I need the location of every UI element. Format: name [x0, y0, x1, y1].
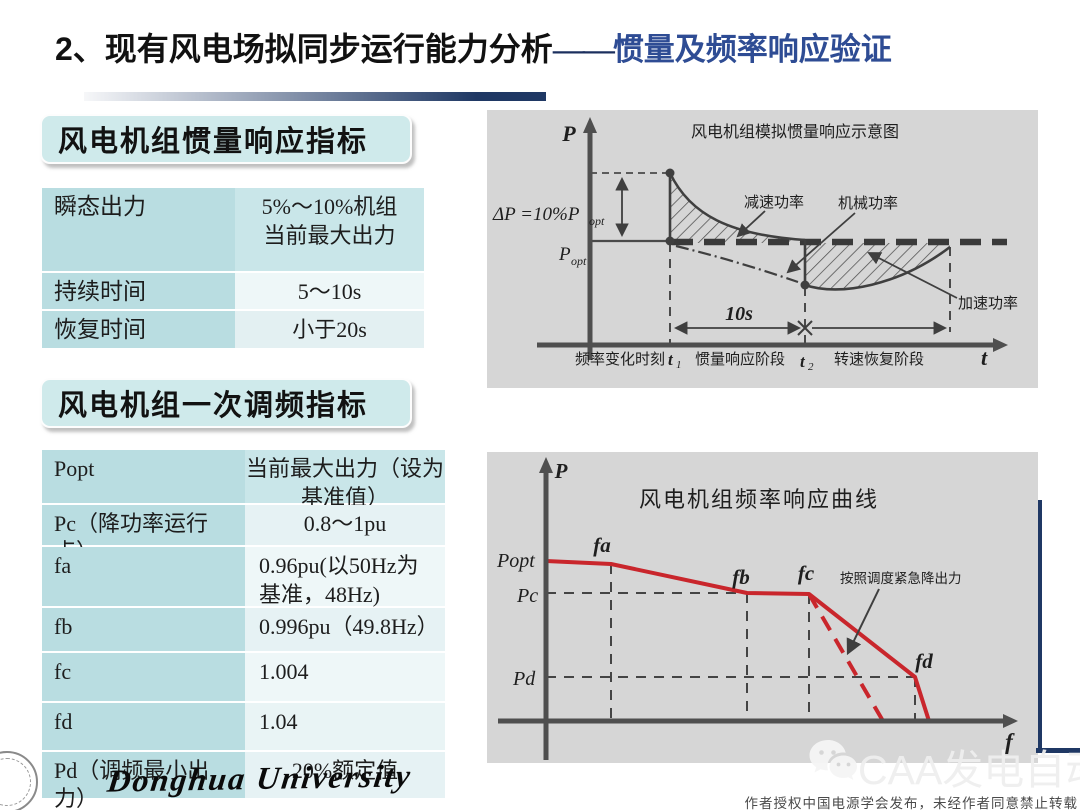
point-low-t2 [800, 280, 810, 290]
row-label: 恢复时间 [42, 311, 235, 348]
chart-title: 风电机组频率响应曲线 [639, 487, 879, 512]
inertia-diagram-panel: 风电机组模拟惯量响应示意图 P t ΔP =10%P opt P opt 减速功… [487, 110, 1038, 388]
row-label: 持续时间 [42, 273, 235, 309]
table-row: 恢复时间 小于20s [42, 311, 424, 348]
emergency-note-pointer [846, 588, 880, 656]
slide-title-dash: —— [552, 31, 615, 67]
table-row: fd 1.04 [42, 703, 445, 750]
fc-point-label: fc [798, 561, 815, 585]
row-value: 0.996pu（49.8Hz） [245, 608, 445, 651]
wechat-icon [808, 738, 860, 791]
frequency-curve-panel: 风电机组频率响应曲线 P f Popt Pc Pd fa fb fc fd 按照… [487, 452, 1038, 763]
row-label: Popt [42, 450, 245, 503]
x-axis-arrowhead [1003, 714, 1018, 728]
decel-power-pointer [736, 210, 766, 238]
decel-power-area [670, 173, 805, 243]
y-axis-arrowhead [583, 117, 597, 133]
row-value: 0.96pu(以50Hz为基准，48Hz) [245, 547, 445, 607]
mech-power-label: 机械功率 [838, 195, 898, 212]
table-row: Pd（调频最小出力） 20%额定值 [42, 752, 445, 810]
slide-title: 2、现有风电场拟同步运行能力分析——惯量及频率响应验证 [55, 24, 1065, 70]
title-underline-bar [84, 92, 546, 101]
pc-level-label: Pc [516, 585, 538, 607]
row-value: 1.04 [245, 703, 445, 750]
inertia-stage-label: 惯量响应阶段 [695, 350, 785, 368]
frequency-curve-chart: 风电机组频率响应曲线 P f Popt Pc Pd fa fb fc fd 按照… [496, 457, 1018, 760]
row-label: fc [42, 653, 245, 701]
frequency-response-curve [545, 559, 931, 722]
x-axis-arrowhead [993, 338, 1008, 352]
x-axis-label: t [981, 345, 988, 370]
accel-power-area [805, 243, 950, 290]
decel-power-label: 减速功率 [744, 194, 804, 211]
power-recovery-curve [804, 245, 951, 291]
x-axis-label: f [1005, 729, 1015, 754]
table-row: fa 0.96pu(以50Hz为基准，48Hz) [42, 547, 445, 607]
row-value: 20%额定值 [245, 752, 445, 798]
y-axis-label: P [561, 121, 576, 146]
t2-label: t [800, 352, 806, 371]
table-row: Pc（降功率运行点） 0.8～1pu [42, 505, 445, 564]
power-decay-curve [668, 172, 806, 242]
ten-seconds-label: 10s [725, 303, 753, 325]
y-axis-arrowhead [539, 457, 553, 473]
fa-point-label: fa [593, 533, 611, 557]
point-step-top [665, 168, 675, 178]
frequency-table: Popt 当前最大出力（设为基准值） Pc（降功率运行点） 0.8～1pu fa… [42, 450, 445, 810]
popt-level-label: Popt [496, 550, 535, 572]
row-value: 1.004 [245, 653, 445, 701]
copyright-notice: 作者授权中国电源学会发布，未经作者同意禁止转载 [744, 796, 1078, 810]
row-label: fd [42, 703, 245, 750]
emergency-reduction-dashed-curve [807, 592, 885, 723]
recovery-stage-label: 转速恢复阶段 [834, 350, 924, 368]
table-row: 持续时间 5～10s [42, 273, 424, 309]
inertia-table: 瞬态出力 5%～10%机组 当前最大出力 持续时间 5～10s 恢复时间 小于2… [42, 188, 424, 350]
slide-title-main: 2、现有风电场拟同步运行能力分析 [55, 31, 553, 67]
table-row: 瞬态出力 5%～10%机组 当前最大出力 [42, 188, 424, 271]
delta-p-label: ΔP =10%P [492, 204, 580, 225]
inertia-section-header: 风电机组惯量响应指标 [40, 114, 412, 164]
popt-label-sub: opt [571, 254, 587, 268]
row-value: 小于20s [235, 311, 424, 348]
pd-level-label: Pd [512, 668, 536, 690]
row-label: Pd（调频最小出力） [42, 752, 245, 810]
accel-power-pointer [867, 252, 958, 299]
row-label: fb [42, 608, 245, 651]
delta-p-label-sub: opt [589, 214, 605, 228]
fb-point-label: fb [732, 565, 750, 589]
popt-label: P [558, 244, 571, 265]
table-row: Popt 当前最大出力（设为基准值） [42, 450, 445, 510]
t2-label-sub: 2 [808, 361, 814, 373]
watermark-text: CAA发电自动化 [858, 747, 1080, 793]
frequency-section-header: 风电机组一次调频指标 [40, 378, 412, 428]
row-label: 瞬态出力 [42, 188, 235, 271]
inertia-diagram: 风电机组模拟惯量响应示意图 P t ΔP =10%P opt P opt 减速功… [492, 117, 1018, 373]
y-axis-label: P [554, 459, 568, 483]
mech-power-pointer [786, 212, 856, 274]
row-value: 5～10s [235, 273, 424, 309]
table-row: fc 1.004 [42, 653, 445, 701]
bottom-right-border-line [1036, 748, 1080, 753]
slide-title-highlight: 惯量及频率响应验证 [612, 32, 892, 67]
row-value: 当前最大出力（设为基准值） [245, 450, 445, 510]
emergency-note-label: 按照调度紧急降出力 [840, 571, 962, 586]
row-label: fa [42, 547, 245, 606]
t1-label-sub: 1 [676, 359, 682, 371]
table-row: fb 0.996pu（49.8Hz） [42, 608, 445, 651]
row-value: 0.8～1pu [245, 505, 445, 545]
mechanical-power-dashdot [675, 244, 799, 284]
accel-power-label: 加速功率 [958, 295, 1018, 312]
point-popt-t1 [665, 236, 675, 246]
t2-cross-mark-2 [797, 320, 813, 336]
right-border-line [1038, 500, 1042, 752]
fd-point-label: fd [915, 649, 933, 673]
chart-title: 风电机组模拟惯量响应示意图 [691, 122, 899, 141]
row-value: 5%～10%机组 当前最大出力 [235, 188, 424, 271]
freq-change-label: 频率变化时刻 [575, 351, 665, 368]
row-label: Pc（降功率运行点） [42, 505, 245, 564]
t1-label: t [668, 350, 674, 369]
